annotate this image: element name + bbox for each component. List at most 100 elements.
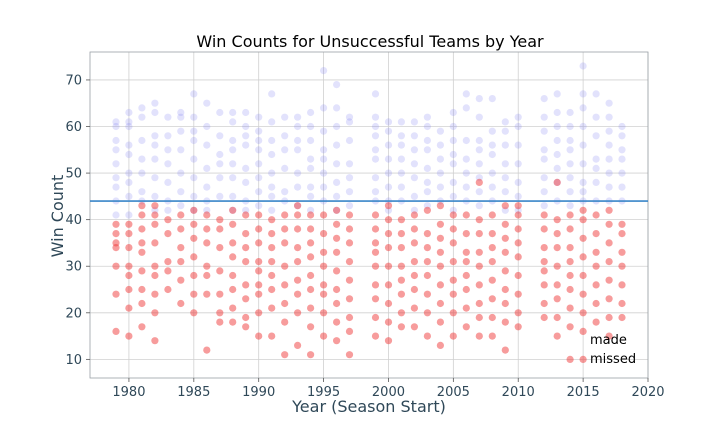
missed-point (255, 225, 263, 233)
made-point (449, 136, 457, 145)
missed-point (333, 337, 341, 345)
made-point (618, 155, 626, 163)
made-point (138, 104, 146, 112)
missed-point (125, 244, 133, 252)
made-point (566, 202, 574, 210)
missed-point (384, 244, 393, 252)
made-point (501, 188, 509, 196)
made-point (514, 178, 522, 186)
made-point (371, 155, 380, 163)
missed-point (397, 323, 405, 331)
made-point (488, 150, 496, 159)
missed-point (371, 295, 380, 303)
missed-point (540, 299, 548, 308)
missed-point (449, 332, 457, 340)
made-point (345, 113, 354, 121)
missed-point (216, 225, 224, 233)
made-point (177, 146, 185, 154)
missed-point (242, 244, 250, 252)
missed-point (164, 258, 172, 266)
missed-point (553, 281, 561, 289)
made-point (216, 174, 224, 182)
missed-point (203, 346, 211, 354)
missed-point (138, 323, 146, 331)
missed-point (371, 332, 380, 340)
missed-point (514, 271, 522, 280)
missed-point (514, 290, 522, 298)
made-point (449, 192, 457, 200)
missed-point (151, 211, 159, 219)
missed-point (138, 248, 146, 256)
made-point (307, 183, 315, 191)
made-point (410, 192, 418, 200)
made-point (553, 150, 561, 159)
made-point (151, 192, 159, 200)
missed-point (423, 244, 431, 252)
missed-point (384, 281, 393, 289)
made-series (112, 62, 626, 219)
made-point (345, 188, 354, 196)
made-point (281, 146, 289, 154)
made-point (540, 174, 548, 182)
missed-point (281, 351, 289, 359)
made-point (475, 146, 483, 154)
missed-point (410, 323, 418, 331)
made-point (436, 183, 444, 191)
missed-point (229, 285, 237, 294)
legend-entry-missed: missed (590, 352, 636, 367)
x-tick-label: 1980 (112, 385, 145, 400)
made-point (307, 164, 315, 172)
missed-point (307, 304, 315, 312)
missed-point (449, 290, 457, 298)
missed-point (475, 248, 483, 256)
missed-point (294, 309, 302, 317)
made-point (514, 122, 522, 131)
made-point (514, 192, 522, 200)
missed-point (475, 216, 483, 224)
made-point (397, 155, 405, 163)
missed-point (190, 309, 198, 317)
made-point (190, 155, 198, 163)
missed-point (618, 220, 626, 228)
made-point (397, 141, 405, 149)
missed-point (566, 244, 574, 252)
missed-point (514, 253, 522, 261)
made-point (475, 136, 483, 145)
missed-point (255, 281, 263, 289)
made-point (462, 183, 470, 191)
made-point (423, 122, 431, 131)
missed-point (151, 290, 159, 298)
missed-point (579, 309, 587, 317)
made-point (112, 122, 120, 131)
made-point (138, 136, 146, 145)
made-point (177, 202, 185, 210)
missed-point (138, 267, 146, 275)
made-point (462, 90, 470, 98)
made-point (371, 188, 380, 196)
made-point (112, 160, 120, 168)
missed-point (553, 244, 561, 252)
missed-point (592, 299, 600, 308)
made-point (255, 202, 263, 210)
missed-point (410, 271, 418, 280)
missed-point (488, 313, 496, 322)
missed-point (268, 244, 276, 252)
missed-point (294, 290, 302, 298)
made-point (501, 174, 509, 182)
missed-point (540, 211, 548, 219)
missed-point (501, 299, 509, 308)
missed-point (579, 271, 587, 280)
missed-point (410, 304, 418, 312)
made-point (605, 169, 613, 177)
made-point (255, 127, 263, 135)
made-point (164, 113, 172, 121)
made-point (566, 108, 574, 117)
made-point (268, 169, 276, 177)
missed-point (229, 220, 237, 228)
made-point (410, 160, 418, 168)
made-point (203, 141, 211, 149)
missed-point (268, 216, 276, 224)
missed-point (475, 230, 483, 238)
missed-point (553, 313, 561, 322)
missed-point (138, 285, 146, 294)
